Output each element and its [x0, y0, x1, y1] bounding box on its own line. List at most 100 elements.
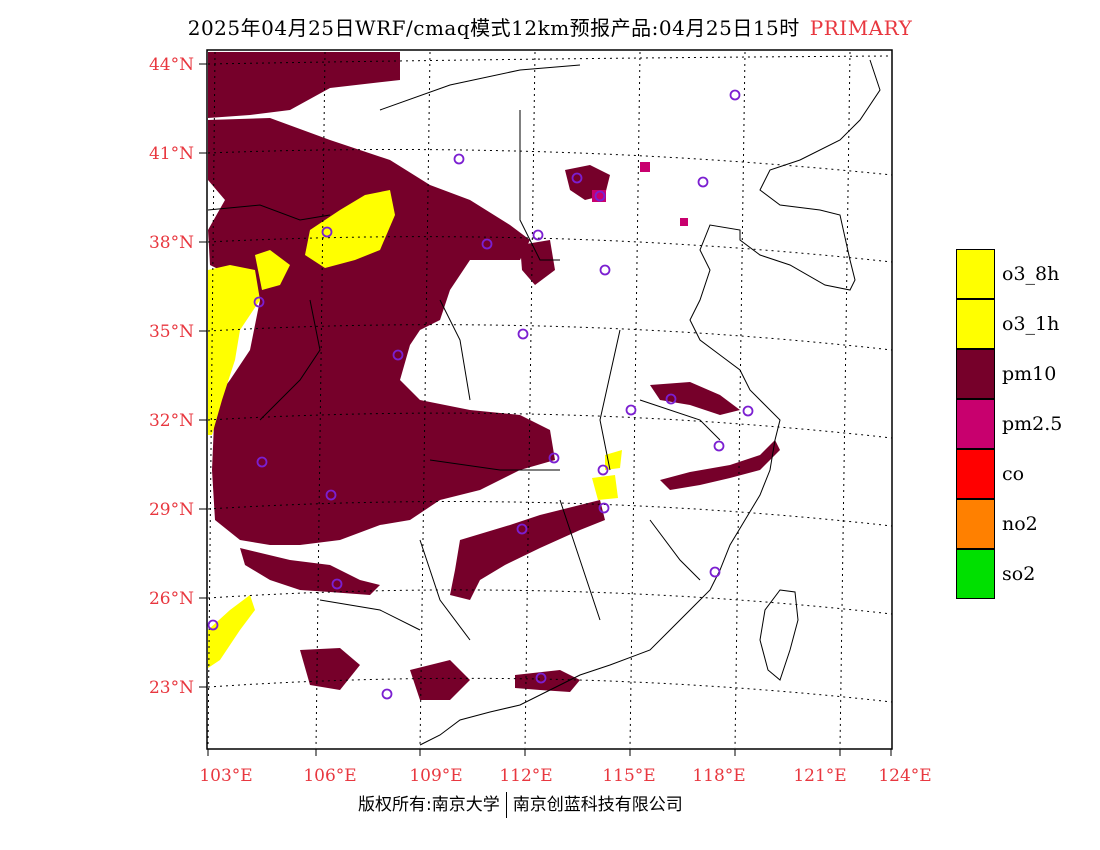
legend-swatch — [956, 399, 995, 449]
pm10-region-east — [650, 382, 740, 415]
station-marker — [709, 566, 721, 578]
lon-labels: 103°E 106°E 109°E 112°E 115°E 118°E 121°… — [199, 766, 931, 786]
o3-region-central — [592, 475, 618, 500]
station-marker — [599, 264, 611, 276]
legend-label: pm2.5 — [1002, 413, 1063, 435]
parallel-38 — [207, 236, 893, 263]
title-tag: PRIMARY — [809, 16, 913, 40]
station-marker — [321, 226, 333, 238]
station-marker — [517, 328, 529, 340]
station-marker — [381, 688, 393, 700]
station-marker — [207, 619, 219, 631]
lon-label-109: 109°E — [409, 766, 462, 786]
lon-label-103: 103°E — [199, 766, 252, 786]
map-title: 2025年04月25日WRF/cmaq模式12km预报产品:04月25日15时 P… — [0, 12, 1100, 41]
graticule — [207, 51, 893, 749]
legend-label: co — [1002, 463, 1025, 485]
boundaries — [207, 59, 881, 746]
copyright-footer: 版权所有:南京大学 南京创蓝科技有限公司 — [358, 790, 683, 818]
lat-labels: 44°N 41°N 38°N 35°N 32°N 29°N 26°N 23°N — [149, 55, 194, 698]
title-text: 2025年04月25日WRF/cmaq模式12km预报产品:04月25日15时 — [187, 16, 800, 40]
station-marker — [697, 176, 709, 188]
legend-swatch — [956, 299, 995, 349]
parallel-26 — [207, 589, 893, 615]
lon-label-115: 115°E — [602, 766, 655, 786]
legend-swatch — [956, 449, 995, 499]
lat-label-35: 35°N — [149, 322, 194, 342]
station-marker — [453, 153, 465, 165]
station-marker — [253, 296, 265, 308]
station-marker — [256, 456, 268, 468]
copyright-right: 南京创蓝科技有限公司 — [512, 795, 683, 815]
pm10-region-hebei — [520, 240, 555, 285]
lon-label-118: 118°E — [692, 766, 745, 786]
station-marker — [594, 190, 606, 202]
station-marker — [481, 238, 493, 250]
parallel-29 — [207, 501, 893, 527]
o3-region-gansu — [255, 250, 290, 290]
station-marker — [571, 172, 583, 184]
station-marker — [729, 89, 741, 101]
station-marker — [331, 578, 343, 590]
station-marker — [325, 489, 337, 501]
pm25-cell — [640, 162, 650, 172]
legend-swatch — [956, 349, 995, 399]
legend-swatch — [956, 549, 995, 599]
station-marker — [535, 672, 547, 684]
meridian-118 — [734, 51, 746, 749]
station-marker — [598, 502, 610, 514]
pm10-region-southwest — [240, 548, 380, 595]
stations — [207, 89, 754, 700]
footer-separator — [505, 792, 507, 818]
pm25-cell — [680, 218, 688, 226]
station-marker — [625, 404, 637, 416]
lat-label-23: 23°N — [149, 678, 194, 698]
station-marker — [516, 523, 528, 535]
legend-swatch — [956, 499, 995, 549]
meridian-121 — [839, 51, 851, 749]
taiwan-outline — [759, 589, 799, 681]
lat-label-29: 29°N — [149, 500, 194, 520]
lon-label-124: 124°E — [878, 766, 931, 786]
meridian-103 — [207, 51, 216, 749]
lat-label-44: 44°N — [149, 55, 194, 75]
parallel-32 — [207, 412, 893, 439]
o3-region-loess — [305, 190, 395, 268]
lat-label-38: 38°N — [149, 233, 194, 253]
parallel-23 — [207, 677, 893, 703]
map-frame — [206, 49, 893, 750]
pm10-region-southeast — [660, 440, 780, 490]
station-marker — [713, 440, 725, 452]
lat-label-41: 41°N — [149, 144, 194, 164]
pm10-region-north — [208, 52, 400, 118]
legend-swatch — [956, 249, 995, 299]
o3-region-west-edge — [208, 265, 260, 435]
lat-label-32: 32°N — [149, 411, 194, 431]
legend-label: o3_8h — [1002, 263, 1060, 285]
lon-label-121: 121°E — [793, 766, 846, 786]
lon-label-106: 106°E — [303, 766, 356, 786]
pm10-field — [208, 52, 780, 700]
station-marker — [665, 393, 677, 405]
station-marker — [548, 452, 560, 464]
legend-label: o3_1h — [1002, 313, 1060, 335]
ticks — [199, 63, 892, 756]
lon-label-112: 112°E — [499, 766, 552, 786]
legend-label: pm10 — [1002, 363, 1057, 385]
o3-region-southwest — [208, 595, 255, 668]
legend-label: so2 — [1002, 563, 1036, 585]
coastline — [419, 59, 881, 746]
pm10-region-coast — [515, 670, 580, 692]
lat-label-26: 26°N — [149, 589, 194, 609]
parallel-44 — [207, 55, 893, 65]
pm10-region-south — [410, 660, 470, 700]
legend-label: no2 — [1002, 513, 1038, 535]
station-marker — [392, 349, 404, 361]
station-marker — [742, 405, 754, 417]
station-marker — [532, 229, 544, 241]
parallel-41 — [207, 148, 893, 176]
meridian-109 — [419, 51, 431, 749]
copyright-left: 版权所有:南京大学 — [358, 795, 500, 815]
pm10-region-yunnan — [300, 648, 360, 690]
o3-field — [208, 190, 622, 668]
